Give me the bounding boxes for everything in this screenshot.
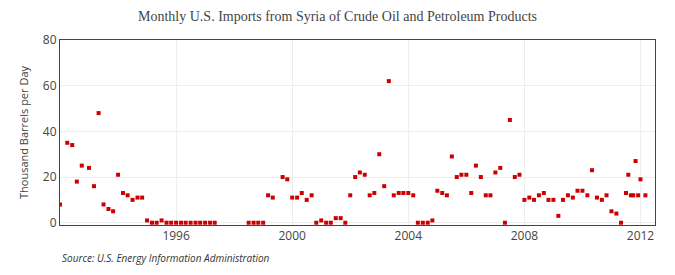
svg-text:60: 60 [43,77,57,94]
svg-text:20: 20 [43,168,57,185]
svg-text:0: 0 [50,214,57,231]
svg-text:Source: U.S. Energy Informatio: Source: U.S. Energy Information Administ… [62,251,270,265]
svg-text:40: 40 [43,123,57,140]
svg-text:2000: 2000 [278,227,306,244]
svg-text:Monthly U.S. Imports from Syri: Monthly U.S. Imports from Syria of Crude… [138,9,537,24]
svg-text:2004: 2004 [395,227,423,244]
svg-text:2012: 2012 [627,227,655,244]
svg-text:Thousand Barrels per Day: Thousand Barrels per Day [16,66,31,199]
svg-text:80: 80 [43,31,57,48]
svg-text:2008: 2008 [511,227,539,244]
svg-text:1996: 1996 [162,227,190,244]
